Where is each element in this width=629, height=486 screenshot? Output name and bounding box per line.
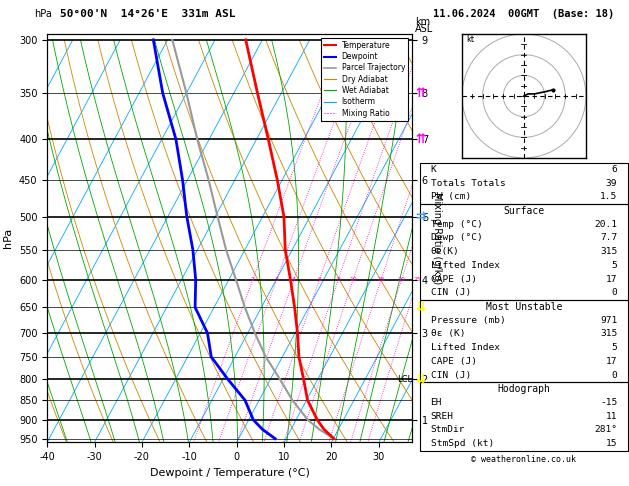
Text: 6: 6 [611, 165, 617, 174]
Text: Totals Totals: Totals Totals [430, 178, 505, 188]
Text: 5: 5 [611, 261, 617, 270]
Text: EH: EH [430, 398, 442, 407]
Text: Most Unstable: Most Unstable [486, 302, 562, 312]
Y-axis label: hPa: hPa [3, 228, 13, 248]
Text: ASL: ASL [415, 24, 433, 34]
Text: 3: 3 [274, 277, 279, 282]
Text: 8: 8 [337, 277, 340, 282]
Text: Hodograph: Hodograph [498, 384, 550, 394]
Text: CIN (J): CIN (J) [430, 288, 470, 297]
Text: hPa: hPa [35, 9, 52, 19]
Text: 5: 5 [611, 343, 617, 352]
Bar [420, 163, 628, 204]
Text: 20.1: 20.1 [594, 220, 617, 229]
Text: 0: 0 [611, 288, 617, 297]
Text: K: K [430, 165, 437, 174]
Text: 2: 2 [251, 277, 255, 282]
Text: ⇊: ⇊ [415, 301, 426, 314]
Text: km: km [415, 17, 430, 27]
Text: 11: 11 [606, 412, 617, 421]
Text: 11.06.2024  00GMT  (Base: 18): 11.06.2024 00GMT (Base: 18) [433, 9, 615, 19]
Bar [420, 382, 628, 451]
Text: PW (cm): PW (cm) [430, 192, 470, 201]
Text: ⇈: ⇈ [415, 133, 426, 146]
Text: LCL: LCL [397, 375, 412, 383]
Text: 10: 10 [349, 277, 357, 282]
Text: 315: 315 [600, 247, 617, 256]
Y-axis label: Mixing Ratio (g/kg): Mixing Ratio (g/kg) [432, 192, 442, 284]
Text: 971: 971 [600, 316, 617, 325]
Text: Temp (°C): Temp (°C) [430, 220, 482, 229]
Text: CAPE (J): CAPE (J) [430, 357, 477, 366]
Text: θε(K): θε(K) [430, 247, 459, 256]
Bar [420, 204, 628, 300]
Text: 50°00'N  14°26'E  331m ASL: 50°00'N 14°26'E 331m ASL [60, 9, 235, 19]
Text: 25: 25 [414, 277, 421, 282]
Text: 7.7: 7.7 [600, 233, 617, 243]
Text: 15: 15 [606, 439, 617, 448]
Text: ⇊: ⇊ [415, 373, 426, 386]
Text: ⇉: ⇉ [415, 210, 426, 223]
Text: 0: 0 [611, 371, 617, 380]
Text: © weatheronline.co.uk: © weatheronline.co.uk [472, 455, 576, 464]
Text: ⇈: ⇈ [415, 87, 426, 100]
Text: CIN (J): CIN (J) [430, 371, 470, 380]
Text: -15: -15 [600, 398, 617, 407]
Text: Pressure (mb): Pressure (mb) [430, 316, 505, 325]
Text: Surface: Surface [503, 206, 545, 216]
Text: SREH: SREH [430, 412, 454, 421]
X-axis label: Dewpoint / Temperature (°C): Dewpoint / Temperature (°C) [150, 468, 309, 478]
Text: 17: 17 [606, 275, 617, 284]
Text: StmDir: StmDir [430, 425, 465, 434]
Text: 6: 6 [318, 277, 321, 282]
Text: kt: kt [466, 35, 474, 44]
Text: θε (K): θε (K) [430, 330, 465, 338]
Bar [420, 300, 628, 382]
Text: StmSpd (kt): StmSpd (kt) [430, 439, 494, 448]
Text: 4: 4 [292, 277, 296, 282]
Text: 315: 315 [600, 330, 617, 338]
Legend: Temperature, Dewpoint, Parcel Trajectory, Dry Adiabat, Wet Adiabat, Isotherm, Mi: Temperature, Dewpoint, Parcel Trajectory… [321, 38, 408, 121]
Text: 20: 20 [398, 277, 406, 282]
Text: 39: 39 [606, 178, 617, 188]
Text: CAPE (J): CAPE (J) [430, 275, 477, 284]
Text: Lifted Index: Lifted Index [430, 343, 499, 352]
Text: 281°: 281° [594, 425, 617, 434]
Text: 17: 17 [606, 357, 617, 366]
Text: 15: 15 [377, 277, 385, 282]
Text: Dewp (°C): Dewp (°C) [430, 233, 482, 243]
Text: 1.5: 1.5 [600, 192, 617, 201]
Text: Lifted Index: Lifted Index [430, 261, 499, 270]
